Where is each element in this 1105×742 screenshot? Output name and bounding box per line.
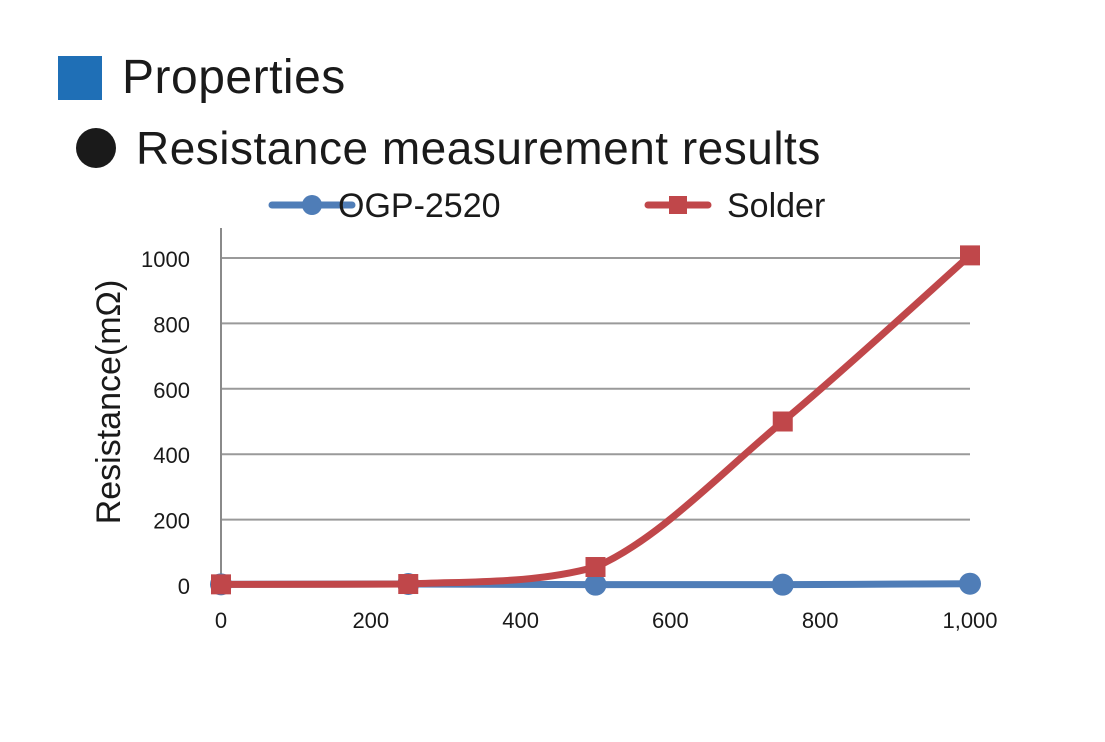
x-tick-label: 800	[802, 608, 839, 633]
data-series	[210, 245, 981, 596]
legend-marker	[302, 195, 322, 215]
section-title: Properties	[122, 51, 346, 104]
x-tick-label: 0	[215, 608, 227, 633]
legend-item: Solder	[644, 187, 825, 225]
blue-square-icon	[58, 56, 102, 100]
y-tick-label: 0	[178, 574, 190, 599]
y-tick-label: 200	[153, 509, 190, 534]
x-tick-label: 400	[502, 608, 539, 633]
y-tick-label: 1000	[141, 247, 190, 272]
series-solder	[211, 245, 980, 595]
section-heading: Properties	[58, 48, 346, 108]
y-axis-label: Resistance(mΩ)	[90, 280, 128, 525]
y-tick-label: 400	[153, 443, 190, 468]
x-tick-label: 200	[352, 608, 389, 633]
axes: 0 200 400 600 800 1000 0 200 400 600 800 1,000	[141, 228, 998, 633]
data-point	[211, 574, 231, 595]
legend-marker	[669, 196, 687, 214]
data-point	[960, 245, 980, 266]
data-point	[398, 574, 419, 595]
x-tick-label: 600	[652, 608, 689, 633]
legend: OGP-2520 Solder	[268, 187, 825, 225]
y-tick-label: 600	[153, 378, 190, 403]
series-line	[217, 251, 974, 588]
subsection-title: Resistance measurement results	[136, 122, 821, 174]
data-point	[585, 557, 606, 578]
data-point	[771, 573, 794, 596]
legend-item: OGP-2520	[268, 187, 501, 225]
data-point	[959, 572, 981, 595]
x-tick-label: 1,000	[942, 608, 997, 633]
subsection-heading: Resistance measurement results	[76, 120, 821, 176]
data-point	[584, 573, 607, 596]
legend-label: Solder	[727, 187, 825, 225]
legend-label: OGP-2520	[338, 187, 501, 225]
data-point	[772, 411, 793, 432]
grid-lines	[221, 257, 970, 521]
black-circle-icon	[76, 128, 116, 168]
y-tick-label: 800	[153, 312, 190, 337]
